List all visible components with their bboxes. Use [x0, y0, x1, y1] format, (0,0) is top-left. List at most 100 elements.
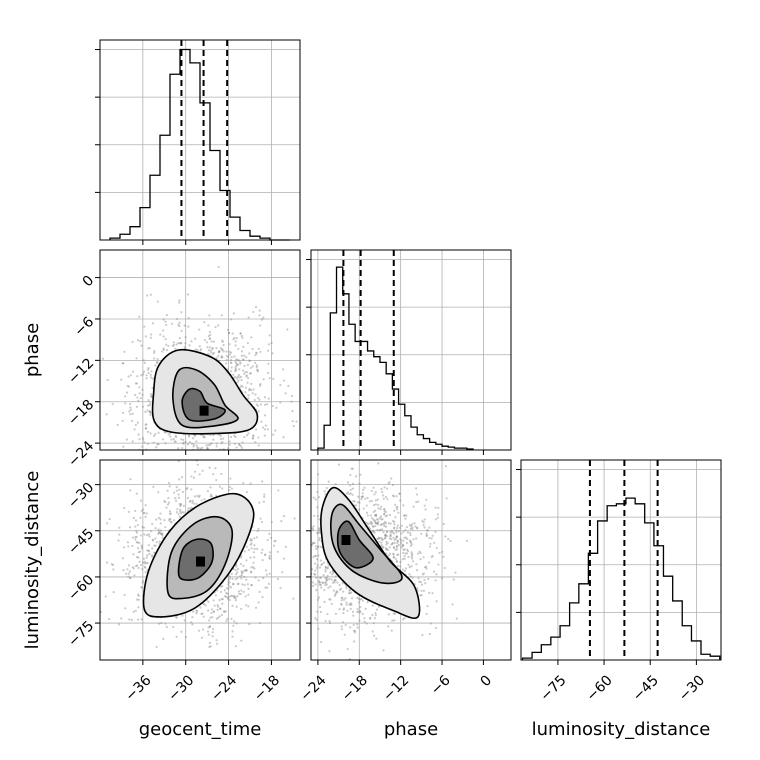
sample-point: [329, 622, 332, 625]
sample-point: [317, 545, 320, 548]
sample-point: [241, 369, 245, 372]
sample-point: [111, 402, 114, 406]
sample-point: [137, 606, 140, 609]
sample-point: [214, 457, 216, 459]
sample-point: [385, 525, 388, 528]
sample-point: [259, 383, 262, 386]
sample-point: [180, 456, 182, 458]
sample-point: [268, 554, 271, 557]
sample-point: [385, 548, 388, 551]
sample-point: [164, 337, 167, 341]
sample-point: [384, 533, 387, 536]
sample-point: [234, 340, 237, 343]
sample-point: [235, 622, 238, 625]
sample-point: [151, 538, 154, 541]
sample-point: [412, 505, 415, 508]
sample-point: [319, 576, 322, 579]
sample-point: [236, 358, 239, 361]
sample-point: [279, 401, 282, 404]
sample-point: [252, 603, 254, 605]
sample-point: [233, 596, 236, 599]
sample-point: [410, 555, 413, 558]
sample-point: [138, 386, 141, 389]
sample-point: [155, 446, 158, 449]
sample-point: [219, 607, 222, 610]
sample-point: [376, 537, 379, 541]
sample-point: [156, 434, 158, 436]
sample-point: [123, 593, 126, 596]
sample-point: [250, 583, 254, 587]
sample-point: [253, 547, 256, 550]
sample-point: [251, 365, 254, 368]
sample-point: [262, 577, 265, 580]
sample-point: [210, 351, 213, 354]
sample-point: [320, 563, 323, 567]
sample-point: [257, 410, 260, 413]
sample-point: [136, 555, 139, 559]
sample-point: [169, 512, 172, 515]
sample-point: [410, 542, 414, 546]
density-peak: [199, 405, 209, 416]
sample-point: [321, 581, 324, 584]
sample-point: [430, 537, 433, 540]
sample-point: [127, 545, 130, 548]
sample-point: [235, 377, 239, 380]
sample-point: [173, 450, 175, 452]
sample-point: [348, 589, 351, 592]
sample-point: [222, 344, 225, 347]
sample-point: [169, 435, 172, 438]
sample-point: [311, 568, 314, 571]
sample-point: [190, 475, 193, 478]
sample-point: [351, 610, 355, 613]
sample-point: [324, 566, 327, 569]
sample-point: [150, 395, 153, 398]
sample-point: [373, 617, 377, 620]
sample-point: [385, 540, 388, 543]
sample-point: [313, 541, 316, 544]
y-tick-label-phase: −6: [71, 314, 97, 340]
sample-point: [140, 544, 143, 547]
sample-point: [395, 545, 398, 549]
sample-point: [243, 435, 246, 439]
sample-point: [212, 610, 215, 614]
sample-point: [267, 343, 270, 346]
x-axis-label-luminosity_distance: luminosity_distance: [532, 719, 711, 740]
sample-point: [161, 532, 164, 535]
sample-point: [366, 522, 369, 525]
sample-point: [391, 483, 395, 487]
pair-panel-geocent_time-luminosity_distance: [95, 434, 301, 665]
x-tick-label-phase: −12: [380, 672, 412, 704]
sample-point: [402, 551, 405, 554]
sample-point: [392, 495, 396, 498]
sample-point: [178, 478, 181, 481]
sample-point: [405, 536, 408, 539]
sample-point: [353, 629, 356, 632]
sample-point: [403, 548, 406, 551]
sample-point: [211, 353, 215, 356]
sample-point: [258, 309, 261, 312]
sample-point: [281, 571, 284, 574]
sample-point: [131, 370, 135, 373]
sample-point: [408, 524, 412, 527]
sample-point: [164, 500, 167, 504]
sample-point: [263, 414, 267, 417]
sample-point: [429, 542, 432, 545]
sample-point: [207, 626, 210, 629]
sample-point: [428, 633, 431, 636]
sample-point: [307, 518, 309, 520]
sample-point: [413, 522, 416, 525]
sample-point: [178, 488, 181, 491]
axes-frame: [99, 459, 301, 661]
sample-point: [147, 347, 150, 350]
sample-point: [354, 504, 358, 507]
sample-point: [434, 530, 437, 533]
sample-point: [134, 525, 137, 528]
sample-point: [215, 478, 218, 482]
sample-point: [148, 347, 151, 350]
sample-point: [372, 525, 375, 528]
sample-point: [255, 428, 258, 431]
sample-point: [212, 473, 215, 476]
panel-content: [252, 460, 469, 660]
sample-point: [240, 572, 244, 575]
sample-point: [305, 552, 307, 554]
